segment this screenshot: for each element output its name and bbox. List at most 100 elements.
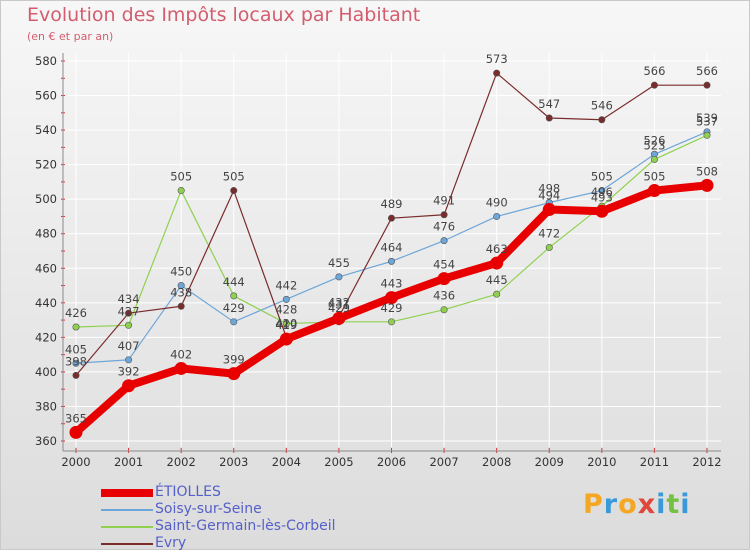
legend-label: Soisy-sur-Seine [155, 501, 262, 517]
data-label: 455 [328, 256, 350, 270]
data-point [440, 306, 448, 314]
legend-swatch [101, 543, 153, 545]
data-label: 505 [591, 170, 613, 184]
data-label: 476 [433, 220, 455, 234]
data-point [387, 318, 395, 326]
data-point [385, 291, 398, 305]
data-label: 445 [486, 273, 508, 287]
data-point [279, 332, 293, 346]
data-label: 442 [275, 278, 297, 292]
data-point [122, 379, 136, 393]
data-point [230, 292, 238, 300]
data-label: 505 [223, 170, 245, 184]
data-point [440, 211, 448, 219]
legend-swatch [101, 526, 153, 528]
data-label: 402 [170, 347, 192, 361]
data-point [72, 371, 80, 379]
x-tick-label: 2005 [324, 455, 353, 469]
data-label: 405 [65, 342, 87, 356]
data-point [69, 425, 83, 439]
x-tick-label: 2006 [377, 455, 406, 469]
data-label: 505 [643, 170, 665, 184]
x-tick-label: 2000 [61, 455, 90, 469]
data-label: 566 [696, 64, 718, 78]
y-tick-label: 480 [35, 227, 57, 241]
data-label: 573 [486, 52, 508, 66]
legend-swatch [101, 489, 153, 497]
data-label: 428 [275, 303, 297, 317]
data-point [493, 69, 501, 77]
data-point [647, 184, 661, 198]
chart-subtitle: (en € et par an) [27, 30, 114, 43]
data-label: 438 [170, 285, 192, 299]
data-label: 523 [643, 138, 665, 152]
data-point [125, 356, 133, 364]
data-point [595, 204, 609, 218]
data-label: 429 [328, 301, 350, 315]
data-label: 490 [486, 195, 508, 209]
x-tick-label: 2007 [429, 455, 458, 469]
data-point [282, 295, 290, 303]
data-point [490, 256, 504, 270]
data-label: 547 [538, 97, 560, 111]
data-point [703, 131, 711, 139]
data-label: 472 [538, 227, 560, 241]
y-tick-label: 500 [35, 192, 57, 206]
data-label: 493 [591, 190, 613, 204]
data-label: 436 [433, 289, 455, 303]
data-point [72, 359, 80, 367]
data-label: 432 [328, 296, 350, 310]
data-label: 420 [275, 316, 297, 330]
data-label: 526 [643, 133, 665, 147]
data-label: 489 [381, 197, 403, 211]
data-label: 429 [381, 301, 403, 315]
data-label: 392 [118, 365, 140, 379]
data-point [227, 367, 241, 381]
data-point [542, 203, 556, 217]
data-point [493, 212, 501, 220]
y-tick-label: 360 [35, 434, 57, 448]
logo-letter: o [618, 489, 638, 520]
data-label: 508 [696, 164, 718, 178]
data-point [174, 361, 188, 375]
data-point [282, 320, 290, 328]
data-point [493, 290, 501, 298]
logo-letter: x [637, 489, 657, 520]
data-point [125, 321, 133, 329]
x-tick-label: 2011 [640, 455, 669, 469]
x-tick-label: 2010 [587, 455, 616, 469]
data-label: 434 [118, 292, 140, 306]
legend-label: ÉTIOLLES [155, 484, 221, 500]
logo-letter: r [603, 489, 619, 520]
data-label: 450 [170, 265, 192, 279]
data-label: 419 [275, 318, 297, 332]
data-label: 539 [696, 111, 718, 125]
data-label: 454 [433, 258, 455, 272]
data-point [177, 302, 185, 310]
data-point [598, 116, 606, 124]
data-label: 407 [118, 339, 140, 353]
data-point [650, 81, 658, 89]
y-tick-label: 380 [35, 399, 57, 413]
y-tick-label: 540 [35, 123, 57, 137]
logo-letter: t [666, 489, 681, 520]
x-tick-label: 2002 [167, 455, 196, 469]
data-label: 491 [433, 194, 455, 208]
data-label: 429 [223, 301, 245, 315]
x-tick-label: 2003 [219, 455, 248, 469]
data-point [72, 323, 80, 331]
y-tick-label: 400 [35, 365, 57, 379]
y-tick-label: 420 [35, 330, 57, 344]
legend-label: Evry [155, 535, 187, 551]
y-tick-label: 580 [35, 54, 57, 68]
data-point [703, 81, 711, 89]
data-label: 464 [381, 240, 403, 254]
x-tick-label: 2012 [692, 455, 721, 469]
data-point [598, 187, 606, 195]
data-point [332, 311, 346, 325]
data-point [387, 214, 395, 222]
logo-letter: i [656, 489, 667, 520]
data-point [230, 318, 238, 326]
